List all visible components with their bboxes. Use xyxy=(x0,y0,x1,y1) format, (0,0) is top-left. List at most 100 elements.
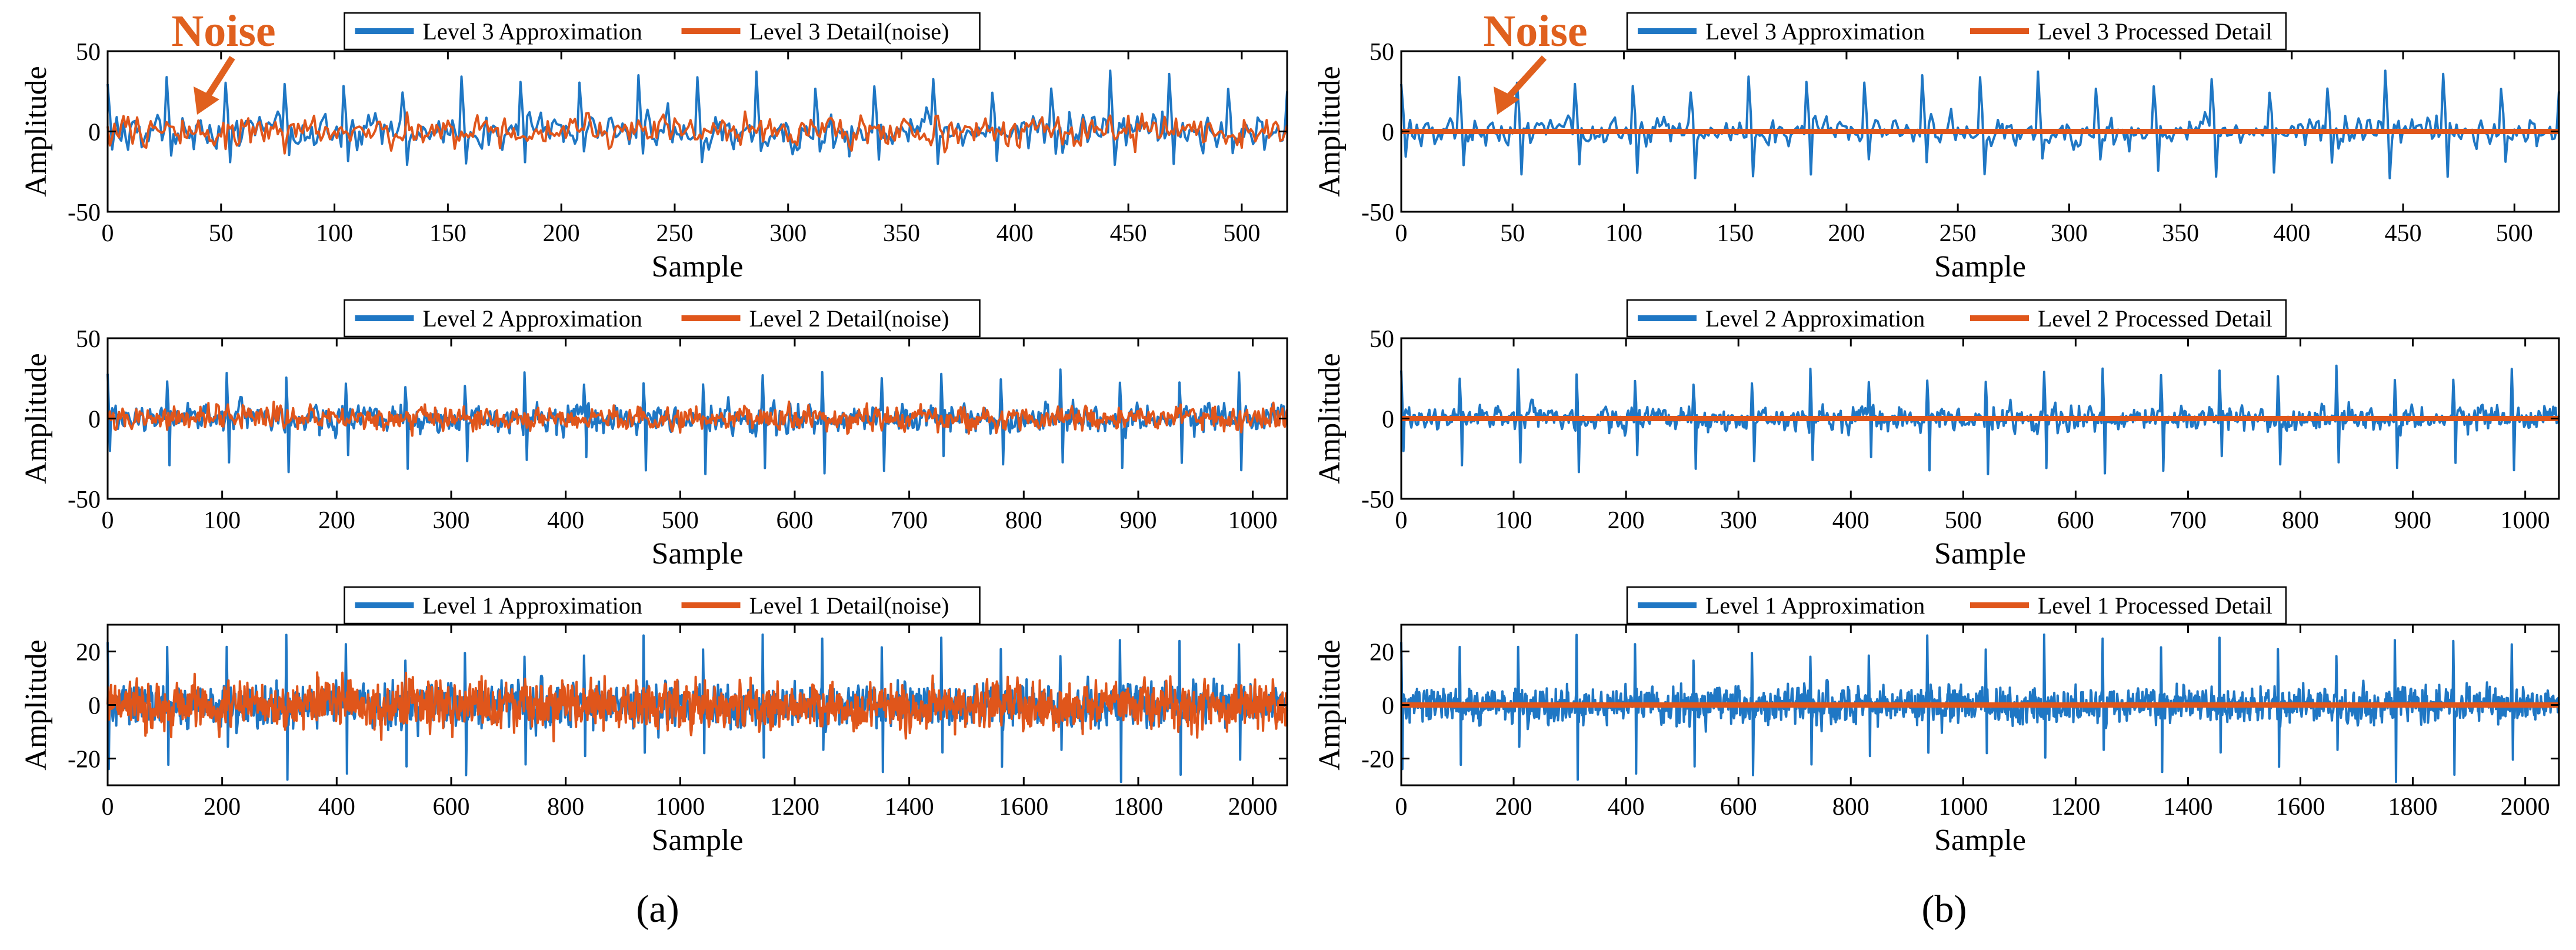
series-line-detail xyxy=(106,671,1288,743)
y-tick-label: 50 xyxy=(1369,326,1394,353)
x-tick-label: 1800 xyxy=(1114,794,1163,821)
legend-box xyxy=(344,586,981,625)
series-line-detail xyxy=(106,400,1288,437)
legend: Level 3 Approximation Level 3 Processed D… xyxy=(1626,12,2287,51)
x-tick-label: 500 xyxy=(1945,507,1982,534)
y-tick-label: 20 xyxy=(76,639,101,666)
x-tick-label: 800 xyxy=(1005,507,1042,534)
x-tick-label: 250 xyxy=(656,220,693,247)
x-tick-label: 0 xyxy=(1395,507,1408,534)
legend-entry-label: Level 2 Detail(noise) xyxy=(749,305,949,332)
x-tick-label: 400 xyxy=(547,507,584,534)
noise-arrow-shaft xyxy=(1501,55,1547,104)
x-tick-label: 200 xyxy=(204,794,241,821)
x-tick-label: 500 xyxy=(1223,220,1260,247)
y-tick-label: -20 xyxy=(68,746,101,774)
legend-box xyxy=(1626,12,2287,51)
x-tick-label: 350 xyxy=(2162,220,2199,247)
y-tick-label: 0 xyxy=(88,119,101,146)
x-axis-label: Sample xyxy=(1934,537,2026,571)
series-line-approximation xyxy=(106,69,1288,166)
x-tick-label: 150 xyxy=(1717,220,1754,247)
y-tick-label: -20 xyxy=(1361,746,1394,774)
x-tick-label: 450 xyxy=(1110,220,1147,247)
y-axis-label: Amplitude xyxy=(1313,66,1347,196)
x-tick-label: 0 xyxy=(1395,794,1408,821)
chart-b2: 0 100 200 300 400 500 600 700 800 900 1000-50050Sa… xyxy=(1313,299,2560,571)
chart-b1: 0 200 400 600 800 1000 1200 1400 1600 1800 2000-20… xyxy=(1313,586,2560,857)
y-tick-label: 0 xyxy=(88,693,101,720)
x-tick-label: 400 xyxy=(997,220,1034,247)
noise-annotation: Noise xyxy=(1483,6,1587,56)
legend-box xyxy=(1626,299,2287,338)
x-tick-label: 1000 xyxy=(1938,794,1988,821)
panel-label-b: (b) xyxy=(1922,888,1967,931)
legend-entry-label: Level 3 Detail(noise) xyxy=(749,18,949,45)
x-tick-label: 2000 xyxy=(1228,794,1278,821)
x-tick-label: 1000 xyxy=(1228,507,1278,534)
x-tick-label: 0 xyxy=(102,794,114,821)
x-tick-label: 600 xyxy=(2057,507,2094,534)
legend-entry-label: Level 1 Detail(noise) xyxy=(749,592,949,619)
noise-arrow-head xyxy=(194,86,219,115)
legend-entry-label: Level 2 Approximation xyxy=(1705,305,1925,332)
y-tick-label: -50 xyxy=(1361,486,1394,514)
series-line-approximation xyxy=(1400,633,2560,784)
legend-entry-label: Level 2 Approximation xyxy=(423,305,642,332)
x-axis-label: Sample xyxy=(652,824,744,857)
x-tick-label: 200 xyxy=(1608,507,1645,534)
legend-entry-label: Level 3 Approximation xyxy=(1705,18,1925,45)
x-tick-label: 300 xyxy=(1720,507,1757,534)
chart-a1: 0 200 400 600 800 1000 1200 1400 1600 1800 2000-20… xyxy=(19,586,1288,857)
y-axis-label: Amplitude xyxy=(19,66,53,196)
y-axis-label: Amplitude xyxy=(1313,353,1347,484)
x-tick-label: 1400 xyxy=(885,794,934,821)
panel-label-a: (a) xyxy=(636,888,679,931)
y-axis-label: Amplitude xyxy=(19,639,53,770)
x-tick-label: 300 xyxy=(769,220,807,247)
x-tick-label: 1200 xyxy=(2051,794,2100,821)
x-axis-label: Sample xyxy=(1934,250,2026,284)
legend-entry-label: Level 1 Processed Detail xyxy=(2038,592,2272,619)
x-tick-label: 450 xyxy=(2385,220,2422,247)
legend-box xyxy=(1626,586,2287,625)
y-axis-label: Amplitude xyxy=(19,353,53,484)
x-tick-label: 500 xyxy=(662,507,699,534)
x-tick-label: 1400 xyxy=(2163,794,2212,821)
x-tick-label: 100 xyxy=(316,220,353,247)
chart-a2: 0 100 200 300 400 500 600 700 800 900 1000-50050Sa… xyxy=(19,299,1288,571)
x-tick-label: 100 xyxy=(204,507,241,534)
legend: Level 3 Approximation Level 3 Detail(nois… xyxy=(344,12,981,51)
y-tick-label: 0 xyxy=(1382,406,1394,434)
chart-a3: 0 50 100 150 200 250 300 350 400 450 500-50050Samp… xyxy=(19,6,1288,284)
x-tick-label: 0 xyxy=(102,220,114,247)
x-tick-label: 400 xyxy=(1608,794,1645,821)
x-tick-label: 150 xyxy=(429,220,466,247)
x-tick-label: 600 xyxy=(1720,794,1757,821)
legend-box xyxy=(344,12,981,51)
y-axis-label: Amplitude xyxy=(1313,639,1347,770)
x-tick-label: 100 xyxy=(1495,507,1532,534)
legend: Level 2 Approximation Level 2 Detail(nois… xyxy=(344,299,981,338)
x-tick-label: 100 xyxy=(1605,220,1642,247)
legend: Level 2 Approximation Level 2 Processed D… xyxy=(1626,299,2287,338)
x-tick-label: 300 xyxy=(432,507,469,534)
x-tick-label: 1000 xyxy=(655,794,705,821)
x-tick-label: 600 xyxy=(776,507,813,534)
x-tick-label: 500 xyxy=(2496,220,2533,247)
x-tick-label: 400 xyxy=(318,794,355,821)
legend-box xyxy=(344,299,981,338)
x-tick-label: 700 xyxy=(891,507,928,534)
x-tick-label: 400 xyxy=(1832,507,1869,534)
y-tick-label: 0 xyxy=(1382,119,1394,146)
x-tick-label: 200 xyxy=(543,220,580,247)
y-tick-label: 50 xyxy=(1369,39,1394,66)
x-tick-label: 1800 xyxy=(2388,794,2438,821)
legend: Level 1 Approximation Level 1 Detail(nois… xyxy=(344,586,981,625)
legend-entry-label: Level 3 Approximation xyxy=(423,18,642,45)
noise-annotation: Noise xyxy=(171,6,275,56)
y-tick-label: 50 xyxy=(76,326,101,353)
x-tick-label: 250 xyxy=(1940,220,1977,247)
x-tick-label: 900 xyxy=(2394,507,2431,534)
